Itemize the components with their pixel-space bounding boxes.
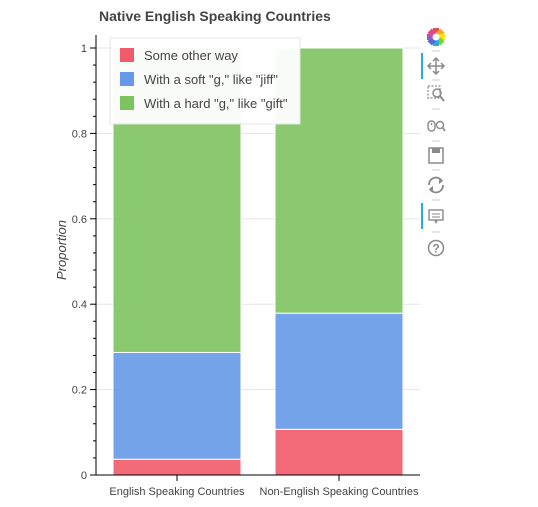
x-ticks: English Speaking Countries Non-English Sp… [109, 475, 419, 498]
svg-text:?: ? [432, 242, 439, 256]
y-tick-label: 1 [81, 43, 87, 55]
bar-segment[interactable] [112, 351, 242, 460]
reset-icon[interactable] [428, 176, 444, 194]
x-tick-label: English Speaking Countries [109, 486, 245, 498]
bar-segment[interactable] [274, 428, 404, 476]
hover-icon[interactable] [428, 209, 444, 224]
active-tool-indicator [421, 53, 423, 79]
legend-swatch [120, 96, 134, 110]
y-tick-label: 0.2 [72, 385, 87, 397]
box-zoom-icon[interactable] [427, 85, 445, 102]
y-tick-label: 0.8 [72, 128, 87, 140]
legend: Some other way With a soft "g," like "jif… [109, 37, 301, 125]
chart-title: Native English Speaking Countries [99, 8, 331, 24]
bokeh-logo-icon [427, 28, 445, 46]
y-tick-label: 0 [81, 470, 87, 482]
help-icon[interactable]: ? [427, 239, 445, 257]
y-axis-label: Proportion [54, 220, 69, 280]
legend-swatch [120, 48, 134, 62]
toolbar: ? [421, 28, 446, 257]
legend-label: With a hard "g," like "gift" [144, 96, 288, 111]
pan-icon[interactable] [426, 56, 446, 76]
axes [95, 35, 420, 476]
save-icon[interactable] [428, 147, 444, 164]
legend-swatch [120, 72, 134, 86]
x-tick-label: Non-English Speaking Countries [260, 486, 419, 498]
legend-label: Some other way [144, 48, 238, 63]
wheel-zoom-icon[interactable] [427, 120, 446, 132]
bar-segment[interactable] [274, 312, 404, 430]
legend-label: With a soft "g," like "jiff" [144, 72, 278, 87]
y-ticks: 0 0.2 0.4 0.6 0.8 1 [72, 43, 96, 482]
y-tick-label: 0.4 [72, 299, 87, 311]
legend-box [109, 37, 301, 125]
y-tick-label: 0.6 [72, 214, 87, 226]
active-tool-indicator [421, 203, 423, 229]
bar-segment[interactable] [112, 458, 242, 476]
